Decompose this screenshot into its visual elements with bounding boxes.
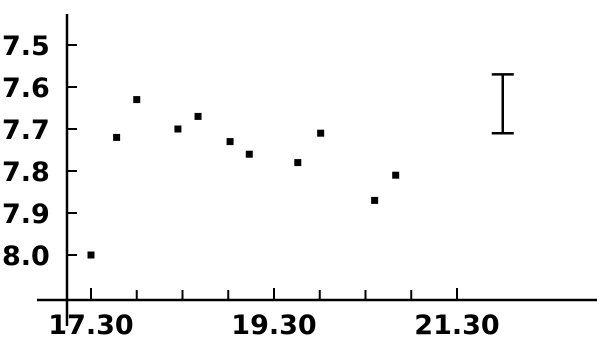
y-tick-label: 7.7 xyxy=(2,115,50,146)
data-point-8 xyxy=(317,129,325,137)
error-bar xyxy=(491,73,514,135)
y-axis-ticks: 7.5 7.6 7.7 7.8 7.9 8.0 xyxy=(2,31,77,272)
data-point-1 xyxy=(113,133,121,141)
data-points xyxy=(87,96,400,259)
x-tick-label: 19.30 xyxy=(231,310,316,337)
data-point-0 xyxy=(87,251,95,259)
y-tick-label: 7.9 xyxy=(2,199,50,230)
x-tick-label: 17.30 xyxy=(48,310,133,337)
data-point-7 xyxy=(294,159,302,167)
y-tick-label: 7.6 xyxy=(2,73,50,104)
data-point-4 xyxy=(194,112,202,120)
y-tick-label: 7.8 xyxy=(2,157,50,188)
x-tick-label: 21.30 xyxy=(414,310,499,337)
data-point-9 xyxy=(371,196,379,204)
x-axis-ticks: 17.30 19.30 21.30 xyxy=(48,288,500,337)
data-point-2 xyxy=(133,96,141,104)
data-point-6 xyxy=(245,150,253,158)
data-point-5 xyxy=(226,138,234,146)
y-tick-label: 7.5 xyxy=(2,31,50,62)
y-tick-label: 8.0 xyxy=(2,241,50,272)
axes xyxy=(37,14,597,326)
data-point-10 xyxy=(392,171,400,179)
data-point-3 xyxy=(174,125,182,133)
